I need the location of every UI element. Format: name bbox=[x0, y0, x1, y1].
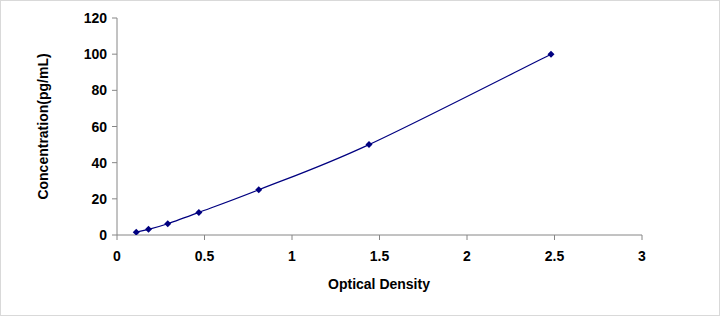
x-tick bbox=[292, 235, 293, 240]
y-tick bbox=[112, 54, 117, 55]
y-tick-label: 80 bbox=[91, 82, 107, 98]
y-tick-label: 40 bbox=[91, 155, 107, 171]
chart-svg: 0 0.5 1 1.5 2 2.5 3 0 20 40 60 80 100 120 Optical Dens… bbox=[0, 0, 720, 316]
y-tick bbox=[112, 162, 117, 163]
y-tick bbox=[112, 18, 117, 19]
y-tick-label: 100 bbox=[84, 46, 108, 62]
x-tick bbox=[642, 235, 643, 240]
y-tick-label: 60 bbox=[91, 119, 107, 135]
x-tick bbox=[379, 235, 380, 240]
y-tick-label: 0 bbox=[99, 227, 107, 243]
x-tick bbox=[467, 235, 468, 240]
data-point bbox=[164, 220, 171, 227]
x-tick-label: 0.5 bbox=[195, 248, 215, 264]
x-tick bbox=[554, 235, 555, 240]
x-tick-label: 2.5 bbox=[545, 248, 565, 264]
x-tick-label: 2 bbox=[463, 248, 471, 264]
y-tick-label: 20 bbox=[91, 191, 107, 207]
x-tick-label: 1.5 bbox=[370, 248, 390, 264]
x-tick-label: 0 bbox=[113, 248, 121, 264]
y-axis-label: Concentration(pg/mL) bbox=[35, 53, 51, 199]
fit-line bbox=[136, 54, 551, 232]
x-tick-label: 3 bbox=[638, 248, 646, 264]
y-tick bbox=[112, 90, 117, 91]
plot-area bbox=[133, 51, 555, 235]
data-point bbox=[145, 226, 152, 233]
data-point bbox=[255, 186, 262, 193]
data-point bbox=[133, 229, 140, 235]
x-tick bbox=[117, 235, 118, 240]
y-tick-label: 120 bbox=[84, 10, 108, 26]
y-tick bbox=[112, 235, 117, 236]
chart-container: 0 0.5 1 1.5 2 2.5 3 0 20 40 60 80 100 120 Optical Dens… bbox=[0, 0, 720, 316]
y-tick bbox=[112, 198, 117, 199]
data-point bbox=[366, 141, 373, 148]
data-point bbox=[548, 51, 555, 58]
x-tick bbox=[204, 235, 205, 240]
y-tick bbox=[112, 126, 117, 127]
x-axis-label: Optical Density bbox=[328, 276, 430, 292]
x-tick-label: 1 bbox=[288, 248, 296, 264]
chart-border bbox=[1, 1, 720, 316]
data-point bbox=[195, 209, 202, 216]
